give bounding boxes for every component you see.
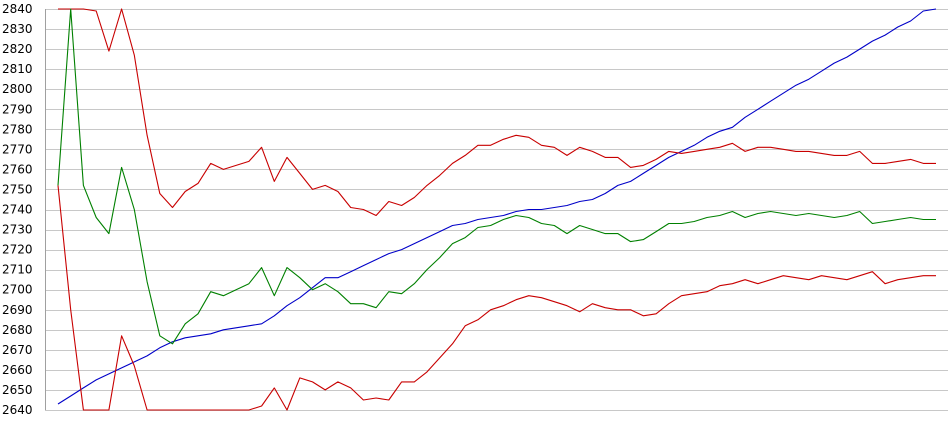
y-tick-label: 2690	[2, 303, 33, 317]
y-tick-label: 2770	[2, 142, 33, 156]
series-line-2	[58, 8, 936, 217]
y-tick-label: 2790	[2, 102, 33, 116]
y-tick-label: 2720	[2, 243, 33, 257]
y-axis-tick-labels: 2640 2650 2660 2670 2680 2690 2700 2710 2720 2730…	[2, 2, 33, 417]
y-tick-label: 2670	[2, 343, 33, 357]
series-line-1	[57, 8, 937, 405]
y-tick-label: 2830	[2, 22, 33, 36]
y-tick-label: 2810	[2, 62, 33, 76]
y-tick-label: 2800	[2, 82, 33, 96]
y-tick-label: 2700	[2, 283, 33, 297]
y-tick-label: 2660	[2, 363, 33, 377]
grid-lines	[45, 9, 948, 411]
y-tick-label: 2640	[2, 403, 33, 417]
y-tick-label: 2750	[2, 182, 33, 196]
y-tick-label: 2730	[2, 223, 33, 237]
plot-area	[57, 8, 937, 411]
y-tick-label: 2760	[2, 162, 33, 176]
y-tick-label: 2820	[2, 42, 33, 56]
series-line-3	[57, 8, 936, 345]
y-tick-label: 2840	[2, 2, 33, 16]
y-tick-label: 2680	[2, 323, 33, 337]
y-tick-label: 2710	[2, 263, 33, 277]
y-tick-label: 2740	[2, 203, 33, 217]
series-line-4	[57, 185, 936, 411]
y-tick-label: 2650	[2, 383, 33, 397]
y-tick-label: 2780	[2, 122, 33, 136]
